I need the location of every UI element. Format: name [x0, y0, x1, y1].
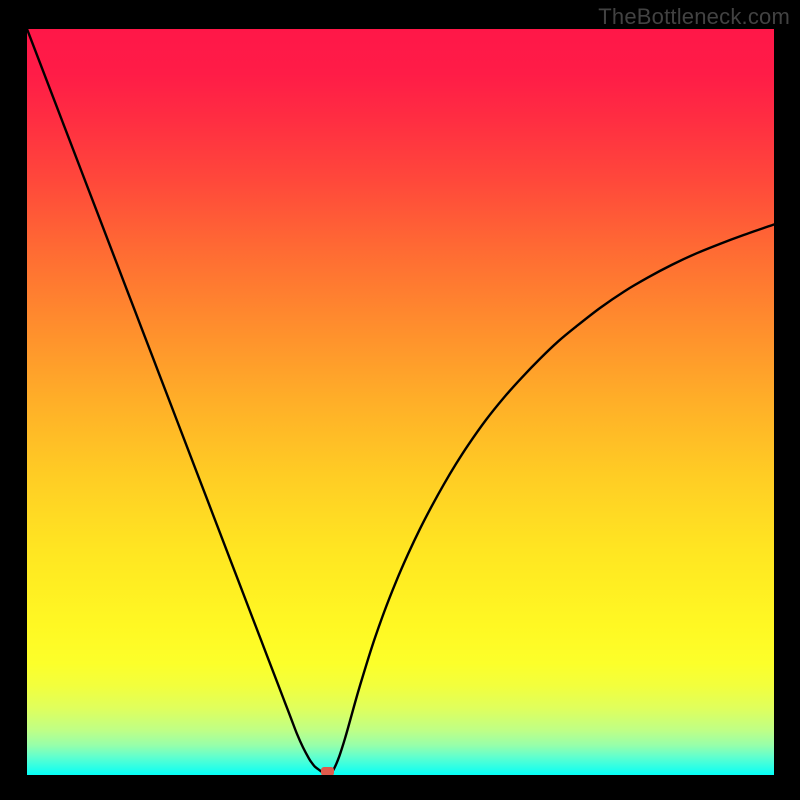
- bottleneck-curve: [27, 29, 774, 775]
- watermark-text: TheBottleneck.com: [598, 4, 790, 30]
- image-frame: TheBottleneck.com: [0, 0, 800, 800]
- curve-path: [27, 29, 774, 775]
- bottleneck-plot: [27, 29, 774, 775]
- optimal-point-marker: [321, 767, 334, 776]
